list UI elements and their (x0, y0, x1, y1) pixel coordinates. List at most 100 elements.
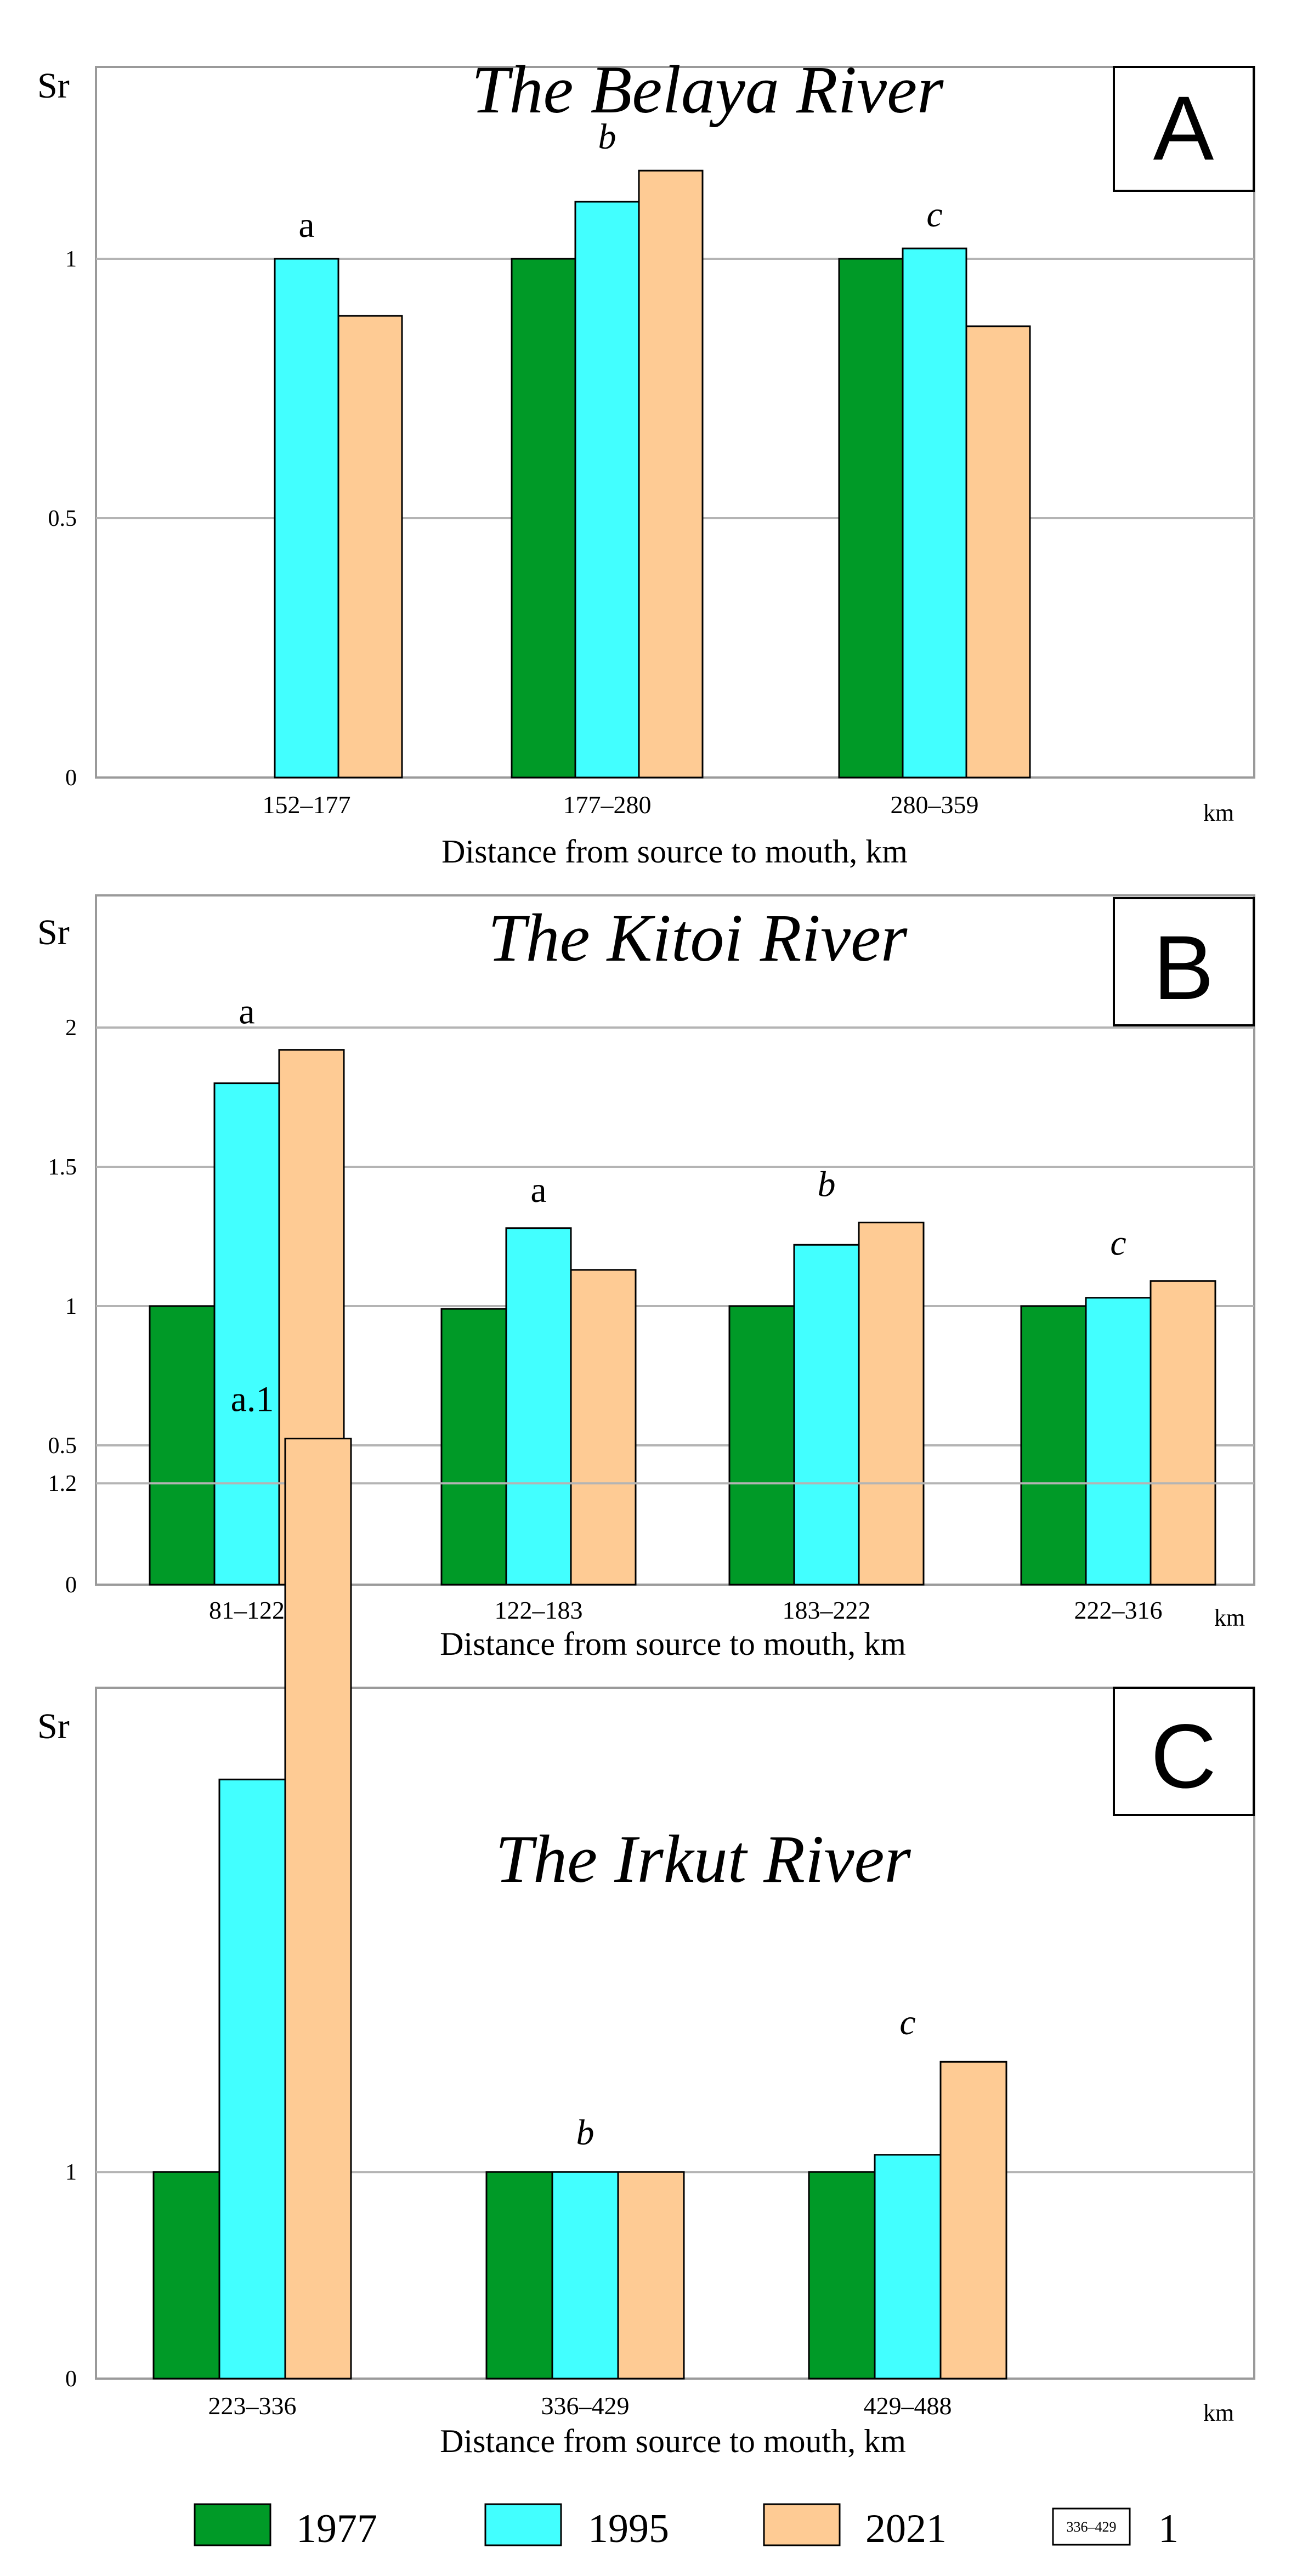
bar-2021-223–336 (284, 1438, 352, 2380)
panel-c-annotations: a.1 b c (231, 1380, 916, 2153)
bar-1977-122–183 (440, 1308, 507, 1586)
bar-1995-223–336 (218, 1778, 286, 2380)
significance-label: c (926, 195, 942, 235)
panel-c-title: The Irkut River (495, 1822, 911, 1897)
bar-1995-429–488 (874, 2154, 942, 2380)
panel-b-y-ticks: 0 0.5 1 1.5 2 (48, 1015, 77, 1598)
panel-b-x-axis-label: Distance from source to mouth, km (440, 1626, 906, 1662)
legend-label-2021: 2021 (865, 2506, 947, 2551)
significance-label: b (818, 1165, 836, 1205)
panel-c-y-axis-label: Sr (37, 1706, 70, 1746)
panel-b-categories: 81–122 122–183 183–222 222–316 (209, 1596, 1163, 1624)
panel-a-bars (274, 169, 1031, 779)
panel-c-irkut: 011.2 a.1bc 223–336 336–429 429–488 Sr C T… (37, 1380, 1255, 2459)
bar-2021-280–359 (965, 325, 1031, 779)
significance-label: a.1 (231, 1380, 274, 1420)
bar-1995-152–177 (274, 258, 339, 779)
panel-a-x-axis-label: Distance from source to mouth, km (441, 833, 908, 870)
y-tick-label: 0 (65, 2367, 77, 2392)
panel-b-annotations: a a b c (239, 992, 1126, 1263)
y-tick-label: 0.5 (48, 506, 77, 531)
bar-2021-122–183 (570, 1269, 637, 1586)
bar-1995-177–280 (574, 201, 640, 779)
bar-1977-177–280 (511, 258, 576, 779)
x-category-label: 429–488 (864, 2392, 952, 2420)
x-category-label: 336–429 (541, 2392, 630, 2420)
panel-a-letter: A (1153, 78, 1214, 179)
y-tick-label: 0 (65, 1573, 77, 1598)
y-tick-label: 1 (65, 2160, 77, 2185)
bar-1995-336–429 (551, 2171, 619, 2380)
legend-label-1977: 1977 (296, 2506, 377, 2551)
bar-1995-280–359 (902, 247, 967, 779)
panel-c-x-axis-label: Distance from source to mouth, km (440, 2423, 906, 2459)
legend-sample-box-text: 336–429 (1067, 2519, 1117, 2535)
significance-label: a (239, 992, 254, 1032)
legend: 1977 1995 2021 336–429 1 (194, 2503, 1179, 2551)
y-tick-label: 1 (65, 1294, 77, 1319)
panel-a-letter-box (1113, 66, 1255, 192)
legend-swatch-1995 (484, 2503, 562, 2546)
bar-2021-183–222 (858, 1222, 925, 1586)
panel-c-bars (152, 1438, 1007, 2380)
y-tick-label: 2 (65, 1015, 77, 1041)
panel-a-title: The Belaya River (472, 52, 944, 127)
y-tick-label: 0.5 (48, 1433, 77, 1459)
panel-a-unit-label: km (1203, 799, 1234, 826)
x-category-label: 122–183 (495, 1596, 583, 1624)
significance-label: a (298, 205, 314, 245)
bar-1995-81–122 (213, 1082, 280, 1586)
bar-1977-280–359 (838, 258, 904, 779)
panel-b-y-axis-label: Sr (37, 912, 70, 952)
x-category-label: 81–122 (209, 1596, 285, 1624)
legend-swatch-1977 (194, 2503, 271, 2546)
bar-2021-336–429 (617, 2171, 685, 2380)
legend-sample-box (1052, 2507, 1131, 2546)
bar-1995-222–316 (1085, 1297, 1152, 1586)
panel-a-belaya: 00.51 abc 152–177 177–280 280–359 Sr The B… (37, 52, 1255, 870)
y-tick-label: 1 (65, 247, 77, 272)
y-tick-label: 0 (65, 765, 77, 791)
bar-1977-222–316 (1020, 1305, 1087, 1586)
significance-label: b (576, 2113, 594, 2153)
panel-b-plot-frame (95, 894, 1255, 1586)
x-category-label: 152–177 (263, 791, 351, 819)
significance-label: a (530, 1170, 546, 1210)
x-category-label: 222–316 (1074, 1596, 1163, 1624)
bar-1977-81–122 (149, 1305, 216, 1586)
panel-a-y-axis-label: Sr (37, 66, 70, 106)
significance-label: b (598, 117, 616, 157)
bar-2021-222–316 (1150, 1280, 1216, 1586)
significance-label: c (899, 2002, 915, 2042)
x-category-label: 223–336 (208, 2392, 297, 2420)
bar-2021-429–488 (939, 2061, 1007, 2380)
panel-c-categories: 223–336 336–429 429–488 (208, 2392, 952, 2420)
panel-c-y-ticks: 011.2 (48, 1471, 77, 2392)
panel-a-annotations: a b c (298, 117, 942, 245)
bar-1977-183–222 (728, 1305, 795, 1586)
panel-b-letter: B (1153, 917, 1214, 1019)
panel-c-letter: C (1151, 1706, 1216, 1807)
significance-label: c (1110, 1223, 1126, 1263)
x-category-label: 280–359 (891, 791, 979, 819)
panel-b-title: The Kitoi River (488, 900, 908, 975)
bar-1995-122–183 (505, 1227, 572, 1586)
bar-2021-177–280 (638, 169, 704, 779)
panel-b-letter-box (1113, 897, 1255, 1026)
bar-1977-223–336 (152, 2171, 220, 2380)
x-category-label: 177–280 (563, 791, 652, 819)
legend-label-1995: 1995 (588, 2506, 669, 2551)
y-tick-label: 1.5 (48, 1155, 77, 1180)
panel-c-unit-label: km (1203, 2399, 1234, 2426)
legend-swatch-2021 (763, 2503, 841, 2546)
bar-2021-152–177 (337, 315, 403, 779)
x-category-label: 183–222 (783, 1596, 871, 1624)
panel-a-categories: 152–177 177–280 280–359 (263, 791, 979, 819)
bar-1977-336–429 (485, 2171, 553, 2380)
y-tick-label: 1.2 (48, 1471, 77, 1496)
panel-b-kitoi: 0 0.5 1 1.5 2 a a b c 81–122 122–183 183–222 222–3… (37, 894, 1255, 1662)
panel-c-letter-box (1113, 1687, 1255, 1816)
panel-a-y-ticks: 00.51 (48, 247, 77, 791)
panel-b-unit-label: km (1214, 1604, 1245, 1631)
